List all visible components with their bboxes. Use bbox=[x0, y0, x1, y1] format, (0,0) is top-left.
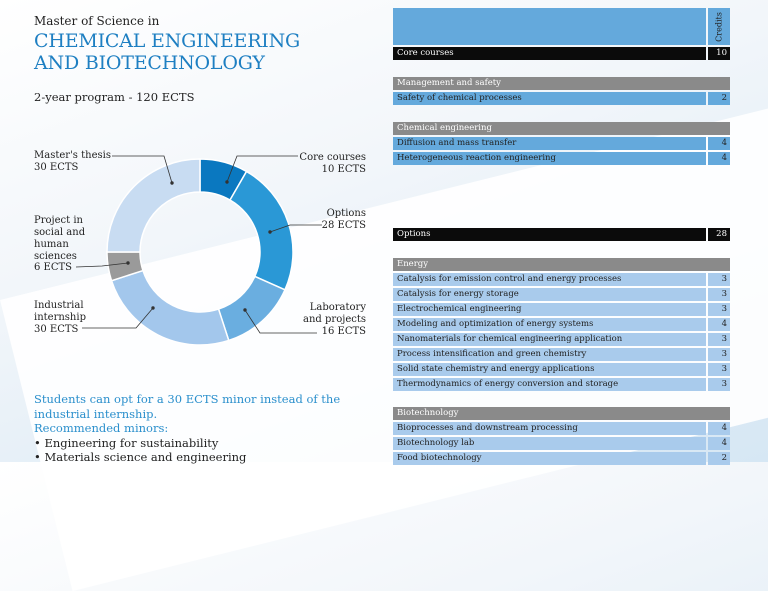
minor-note: Students can opt for a 30 ECTS minor ins… bbox=[34, 392, 341, 435]
course-row: Diffusion and mass transfer 4 bbox=[393, 137, 730, 150]
minor-item: Engineering for sustainability bbox=[34, 436, 246, 450]
course-row: Food biotechnology 2 bbox=[393, 452, 730, 465]
credits-header: Credits bbox=[714, 11, 724, 42]
leader-internship bbox=[82, 307, 154, 329]
course-row: Process intensification and green chemis… bbox=[393, 348, 730, 361]
donut-slice-options bbox=[228, 170, 294, 291]
course-row: Nanomaterials for chemical engineering a… bbox=[393, 333, 730, 346]
leader-lab bbox=[244, 309, 317, 334]
donut-slice-master-s-thesis bbox=[106, 158, 201, 253]
group-header-chemical: Chemical engineering bbox=[393, 122, 730, 135]
label-project: Project in social and human sciences bbox=[34, 215, 86, 262]
label-lab: Laboratory and projects 16 ECTS bbox=[303, 302, 366, 337]
table-header: Credits bbox=[393, 8, 730, 45]
core-courses-row: Core courses 10 bbox=[393, 47, 730, 60]
donut-slice-industrial-internship bbox=[110, 269, 230, 346]
course-row: Thermodynamics of energy conversion and … bbox=[393, 378, 730, 391]
label-options: Options 28 ECTS bbox=[321, 208, 366, 231]
course-row: Safety of chemical processes 2 bbox=[393, 92, 730, 105]
donut-chart bbox=[75, 155, 322, 346]
course-row: Solid state chemistry and energy applica… bbox=[393, 363, 730, 376]
course-row: Catalysis for energy storage 3 bbox=[393, 288, 730, 301]
leader-options bbox=[269, 224, 322, 233]
group-header-energy: Energy bbox=[393, 258, 730, 271]
minor-item: Materials science and engineering bbox=[34, 450, 246, 464]
leader-lines bbox=[75, 155, 322, 334]
leader-core bbox=[226, 155, 298, 183]
course-row: Biotechnology lab 4 bbox=[393, 437, 730, 450]
course-row: Catalysis for emission control and energ… bbox=[393, 273, 730, 286]
program-info: 2-year program - 120 ECTS bbox=[34, 90, 195, 104]
label-internship: Industrial internship 30 ECTS bbox=[34, 300, 86, 335]
group-header-biotech: Biotechnology bbox=[393, 407, 730, 420]
subtitle: Master of Science in bbox=[34, 14, 160, 28]
label-core: Core courses 10 ECTS bbox=[299, 152, 366, 175]
course-row: Electrochemical engineering 3 bbox=[393, 303, 730, 316]
group-header-management: Management and safety bbox=[393, 77, 730, 90]
title-line-1: CHEMICAL ENGINEERING bbox=[34, 30, 301, 52]
course-row: Heterogeneous reaction engineering 4 bbox=[393, 152, 730, 165]
label-thesis: Master's thesis 30 ECTS bbox=[34, 150, 111, 173]
minors-list: Engineering for sustainability Materials… bbox=[34, 436, 246, 464]
title-line-2: AND BIOTECHNOLOGY bbox=[34, 52, 265, 74]
options-row: Options 28 bbox=[393, 228, 730, 241]
leader-project bbox=[75, 262, 129, 268]
label-project-value: 6 ECTS bbox=[34, 262, 73, 273]
course-row: Bioprocesses and downstream processing 4 bbox=[393, 422, 730, 435]
leader-thesis bbox=[112, 155, 173, 184]
course-row: Modeling and optimization of energy syst… bbox=[393, 318, 730, 331]
page-title: CHEMICAL ENGINEERING AND BIOTECHNOLOGY bbox=[34, 30, 300, 74]
donut-slice-laboratory-and-projects bbox=[217, 275, 286, 342]
